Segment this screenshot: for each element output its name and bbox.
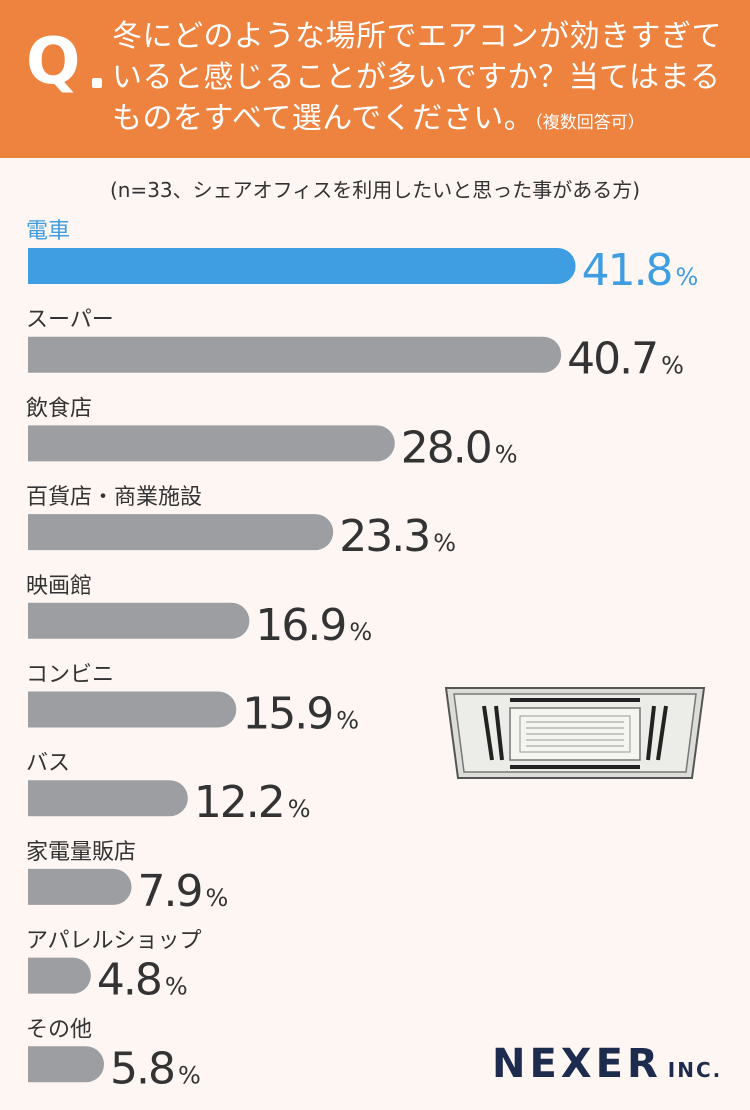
category-label: コンビニ [26, 663, 114, 688]
bar [28, 248, 576, 284]
bar [28, 957, 91, 994]
bar [28, 425, 395, 462]
category-label: アパレルショップ [26, 929, 202, 954]
category-label: 映画館 [26, 574, 92, 599]
category-label: 飲食店 [26, 396, 92, 421]
value-label: 12.2% [194, 777, 311, 828]
value-label: 41.8% [582, 245, 699, 296]
category-label: バス [26, 751, 70, 776]
air-conditioner-illustration [440, 678, 710, 792]
nexer-logo: NEXER INC. [492, 1044, 722, 1084]
bar [28, 1046, 104, 1083]
category-label: その他 [26, 1017, 92, 1042]
category-label: 家電量販店 [26, 840, 136, 865]
category-label: 電車 [26, 219, 70, 244]
value-label: 16.9% [255, 600, 372, 651]
category-label: 百貨店・商業施設 [26, 485, 202, 510]
bar [28, 691, 237, 728]
value-label: 40.7% [567, 334, 684, 385]
q-mark: Q [26, 25, 81, 99]
bar [28, 336, 562, 373]
bar [28, 514, 334, 551]
bar [28, 602, 250, 639]
value-label: 28.0% [401, 422, 518, 473]
value-label: 15.9% [242, 689, 359, 740]
logo-main: NEXER [492, 1041, 662, 1087]
category-label: スーパー [26, 308, 114, 333]
value-label: 23.3% [339, 511, 456, 562]
question-body: 冬にどのような場所でエアコンが効きすぎていると感じることが多いですか？当てはまる… [112, 19, 722, 136]
value-label: 5.8% [110, 1043, 201, 1094]
q-dot [92, 78, 102, 88]
value-label: 4.8% [97, 955, 188, 1006]
logo-sub: INC. [667, 1058, 723, 1082]
sample-note: (n=33、シェアオフィスを利用したいと思った事がある方) [109, 178, 641, 202]
bar [28, 780, 188, 817]
bar [28, 868, 132, 905]
question-note: （複数回答可） [534, 113, 645, 133]
question-header: Q 冬にどのような場所でエアコンが効きすぎていると感じることが多いですか？当ては… [0, 0, 750, 158]
value-label: 7.9% [137, 866, 228, 917]
question-text: 冬にどのような場所でエアコンが効きすぎていると感じることが多いですか？当てはまる… [112, 16, 732, 144]
